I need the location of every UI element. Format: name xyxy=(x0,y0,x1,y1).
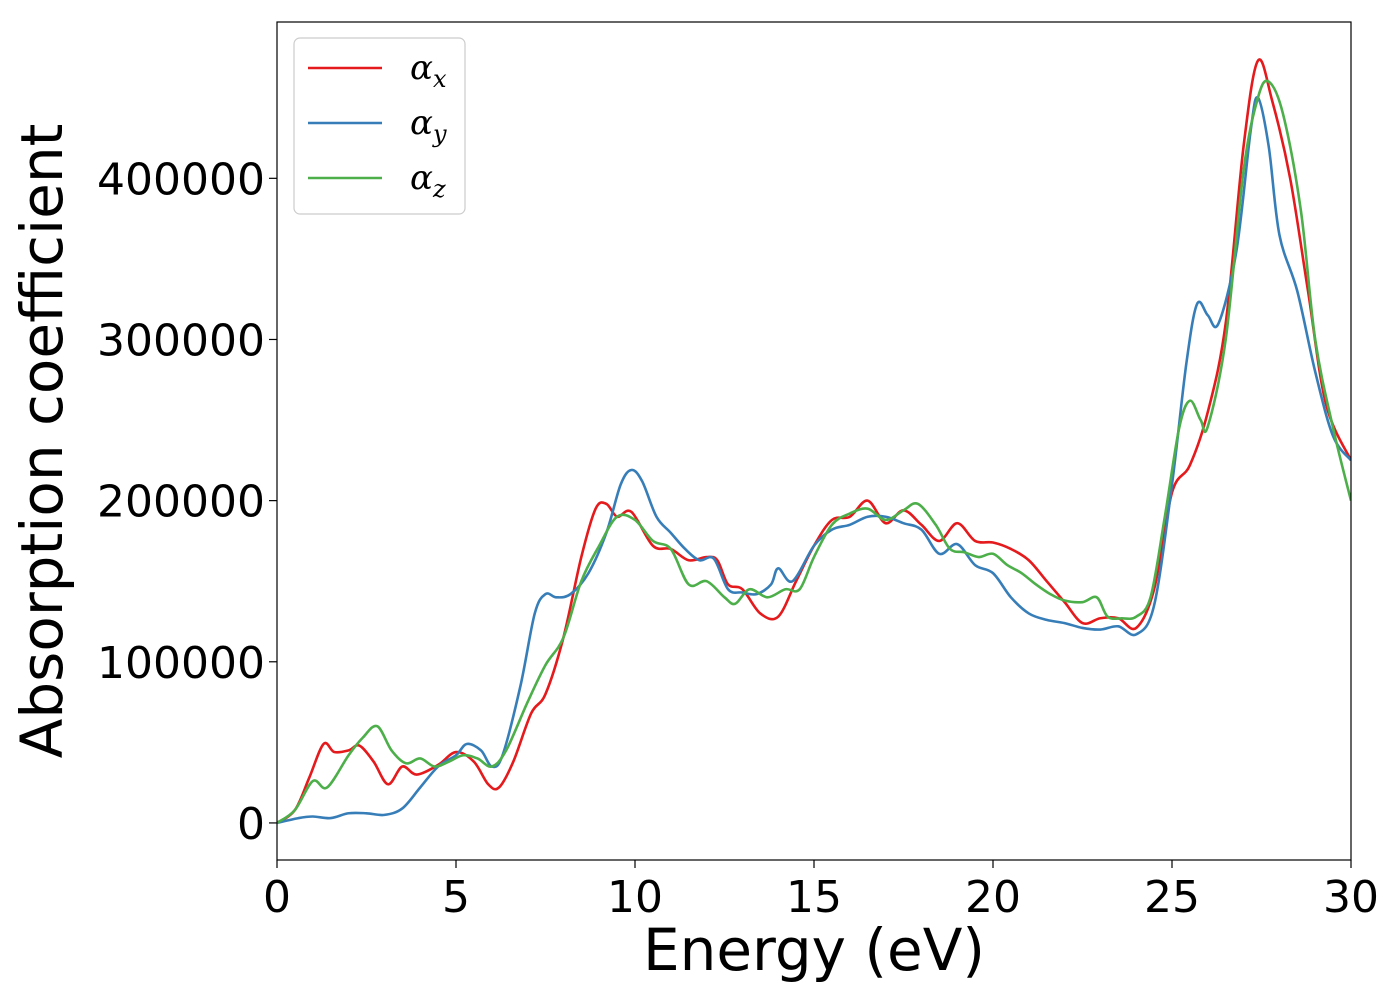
x-tick-label: 5 xyxy=(442,872,470,923)
x-axis: 0 5 10 15 20 25 30 xyxy=(263,860,1379,923)
y-axis: 0 100000 200000 300000 400000 xyxy=(97,154,277,850)
legend-label-z: αz xyxy=(410,158,446,203)
x-tick-label: 0 xyxy=(263,872,291,923)
y-tick-label: 200000 xyxy=(97,477,265,528)
series-line-z xyxy=(277,79,1351,825)
x-tick-label: 30 xyxy=(1323,872,1379,923)
legend-label-x: αx xyxy=(410,48,447,93)
series-layer xyxy=(277,58,1351,825)
y-axis-title: Absorption coefficient xyxy=(8,124,76,759)
x-tick-label: 10 xyxy=(607,872,663,923)
x-tick-label: 15 xyxy=(786,872,842,923)
x-tick-label: 25 xyxy=(1144,872,1200,923)
series-line-y xyxy=(277,96,1351,825)
x-axis-title: Energy (eV) xyxy=(643,916,985,984)
legend-box xyxy=(293,37,466,215)
y-tick-label: 300000 xyxy=(97,315,265,366)
y-tick-label: 0 xyxy=(237,799,265,850)
x-tick-label: 20 xyxy=(965,872,1021,923)
legend: αx αy αz xyxy=(293,37,466,215)
y-tick-label: 100000 xyxy=(97,638,265,689)
legend-label-y: αy xyxy=(410,103,447,148)
y-tick-label: 400000 xyxy=(97,154,265,205)
